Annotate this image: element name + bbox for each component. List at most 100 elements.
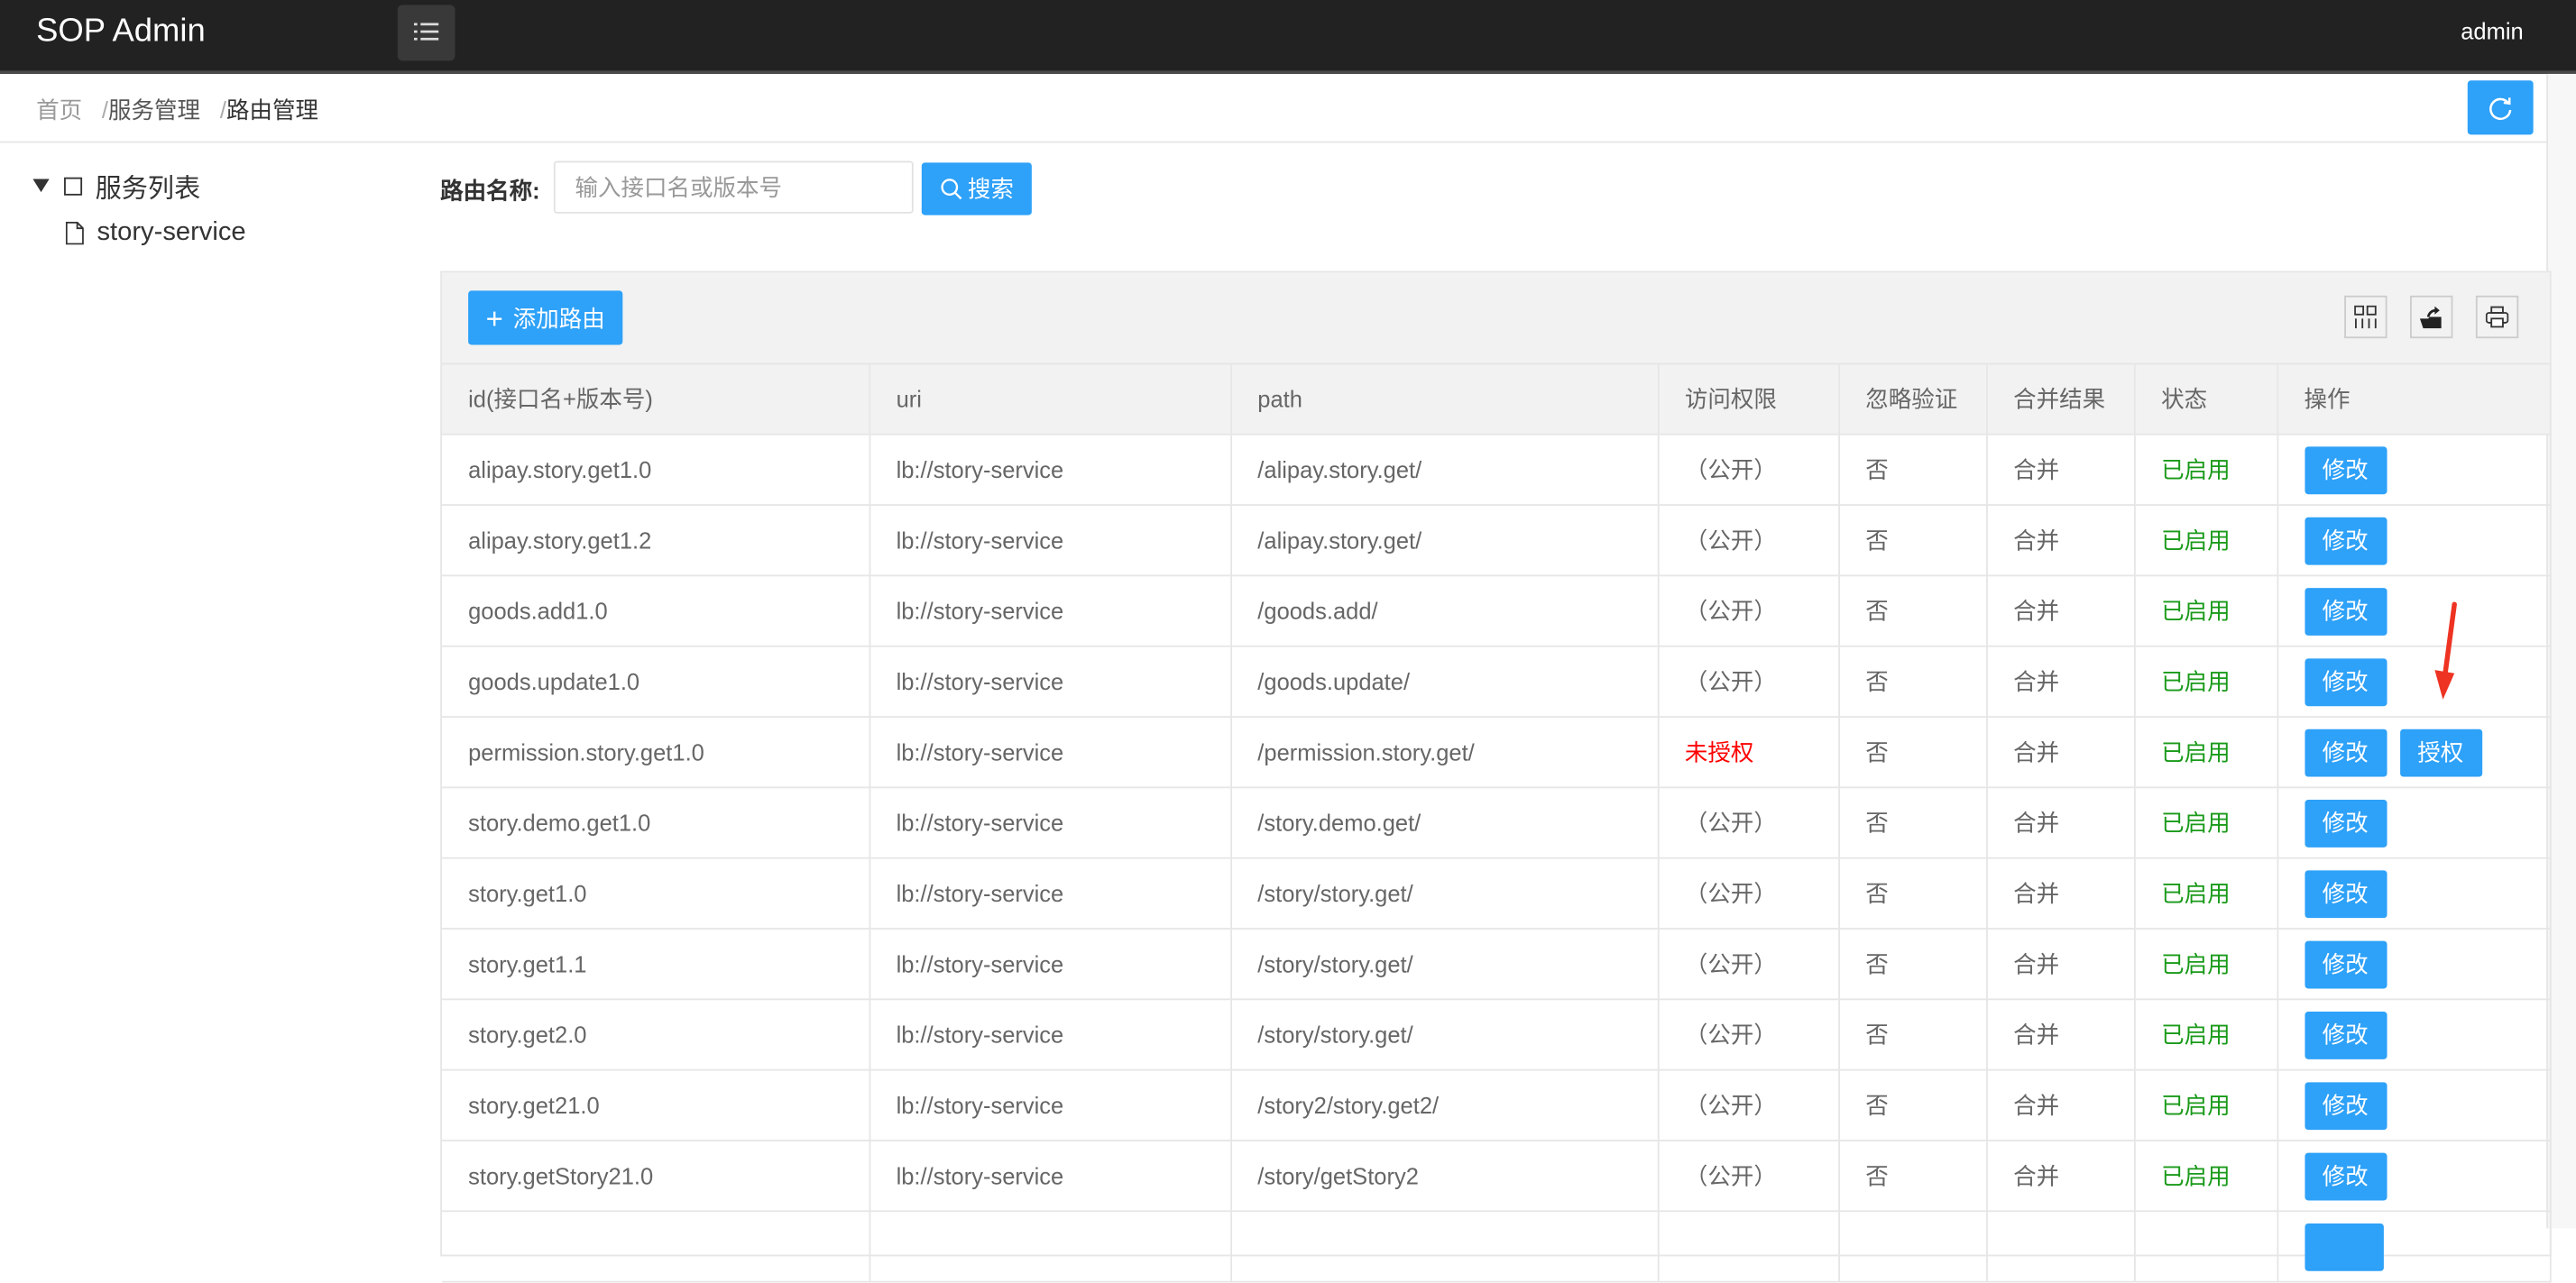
- path-cell: /story.demo.get/: [1229, 786, 1659, 859]
- column-header: path: [1229, 362, 1659, 435]
- merge-result-cell: 合并: [1985, 998, 2135, 1071]
- edit-button[interactable]: 修改: [2304, 516, 2387, 564]
- access-cell: （公开）: [1656, 857, 1840, 930]
- tree-node-label: 服务列表: [95, 175, 201, 204]
- expand-triangle-icon[interactable]: [32, 179, 50, 193]
- search-icon: [941, 179, 962, 200]
- edit-button[interactable]: 修改: [2304, 939, 2387, 988]
- access-cell: （公开）: [1656, 574, 1840, 647]
- path-cell: /alipay.story.get/: [1229, 433, 1659, 507]
- uri-cell: lb://story-service: [868, 433, 1232, 507]
- add-route-label: 添加路由: [512, 304, 605, 332]
- refresh-icon: [2489, 97, 2512, 121]
- ignore-validation-cell: 否: [1837, 716, 1988, 789]
- print-button[interactable]: [2475, 295, 2519, 339]
- empty-cell: [441, 1210, 870, 1283]
- table-row: story.get21.0 lb://story-service/story2/s…: [441, 1068, 2551, 1141]
- tree-node-service-list[interactable]: 服务列表: [32, 168, 245, 204]
- add-route-button[interactable]: + 添加路由: [468, 290, 623, 345]
- export-button[interactable]: [2410, 295, 2453, 339]
- uri-cell: lb://story-service: [868, 786, 1232, 859]
- edit-button[interactable]: 修改: [2304, 1011, 2387, 1058]
- tree-node-story-service[interactable]: story-service: [32, 215, 246, 252]
- empty-cell: [1985, 1210, 2135, 1283]
- actions-cell: 修改: [2276, 574, 2551, 647]
- uri-cell: lb://story-service: [868, 716, 1232, 789]
- column-header: uri: [868, 362, 1232, 435]
- edit-button[interactable]: 修改: [2304, 445, 2387, 494]
- route-name-search-input[interactable]: [553, 160, 914, 214]
- ignore-validation-cell: 否: [1837, 998, 1988, 1071]
- breadcrumb-service-management[interactable]: 服务管理: [108, 96, 201, 124]
- path-cell: /story/getStory2: [1229, 1140, 1659, 1213]
- folder-icon: [64, 176, 83, 195]
- refresh-button[interactable]: [2467, 80, 2534, 135]
- column-header: 操作: [2276, 362, 2551, 435]
- columns-filter-button[interactable]: [2344, 295, 2387, 339]
- empty-cell: [1229, 1210, 1659, 1283]
- user-menu[interactable]: admin: [2461, 18, 2524, 45]
- status-cell: 已启用: [2133, 786, 2278, 859]
- merge-result-cell: 合并: [1985, 504, 2135, 577]
- actions-cell: 修改: [2276, 998, 2551, 1071]
- status-cell: 已启用: [2133, 716, 2278, 789]
- ignore-validation-cell: 否: [1837, 1068, 1988, 1141]
- route-id-cell: story.get1.1: [441, 928, 870, 1001]
- table-row: story.get1.0 lb://story-service/story/sto…: [441, 857, 2551, 930]
- status-cell: 已启用: [2133, 574, 2278, 647]
- route-id-cell: story.get1.0: [441, 857, 870, 930]
- edit-button[interactable]: [2304, 1223, 2383, 1270]
- edit-button[interactable]: 修改: [2304, 1081, 2387, 1130]
- empty-cell: [868, 1210, 1232, 1283]
- columns-filter-icon: [2354, 305, 2377, 329]
- ignore-validation-cell: 否: [1837, 645, 1988, 718]
- route-id-cell: story.demo.get1.0: [441, 786, 870, 859]
- merge-result-cell: 合并: [1985, 928, 2135, 1001]
- print-icon: [2485, 306, 2509, 328]
- uri-cell: lb://story-service: [868, 1140, 1232, 1213]
- edit-button[interactable]: 修改: [2304, 869, 2387, 918]
- service-tree: 服务列表 story-service: [32, 168, 246, 252]
- actions-cell: 修改: [2276, 1140, 2551, 1213]
- search-button-label: 搜索: [967, 175, 1014, 203]
- path-cell: /story/story.get/: [1229, 998, 1659, 1071]
- edit-button[interactable]: 修改: [2304, 657, 2387, 706]
- search-button[interactable]: 搜索: [921, 162, 1032, 215]
- route-id-cell: alipay.story.get1.0: [441, 433, 870, 507]
- route-id-cell: story.get2.0: [441, 998, 870, 1071]
- merge-result-cell: 合并: [1985, 786, 2135, 859]
- menu-toggle-button[interactable]: [397, 5, 455, 61]
- uri-cell: lb://story-service: [868, 1068, 1232, 1141]
- breadcrumb-route-management: 路由管理: [225, 96, 318, 124]
- status-cell: 已启用: [2133, 1068, 2278, 1141]
- route-id-cell: story.getStory21.0: [441, 1140, 870, 1213]
- authorize-button[interactable]: 授权: [2399, 728, 2482, 776]
- column-header: id(接口名+版本号): [441, 362, 870, 435]
- breadcrumb-home[interactable]: 首页: [36, 96, 83, 124]
- actions-cell: 修改: [2276, 928, 2551, 1001]
- route-id-cell: permission.story.get1.0: [441, 716, 870, 789]
- breadcrumb: 首页/服务管理/路由管理: [36, 96, 318, 124]
- edit-button[interactable]: 修改: [2304, 799, 2387, 847]
- route-id-cell: story.get21.0: [441, 1068, 870, 1141]
- edit-button[interactable]: 修改: [2304, 587, 2387, 635]
- column-header: 合并结果: [1985, 362, 2135, 435]
- access-cell: （公开）: [1656, 928, 1840, 1001]
- route-table: id(接口名+版本号) uri path 访问权限 忽略验证 合并结果 状态 操作 alipa…: [441, 362, 2551, 1283]
- actions-cell: 修改: [2276, 433, 2551, 507]
- status-cell: 已启用: [2133, 928, 2278, 1001]
- route-id-cell: alipay.story.get1.2: [441, 504, 870, 577]
- route-table-panel: + 添加路由 id(接口名+版本号) uri path 访问权限 忽略验证 合并结果 状态操…: [440, 270, 2552, 1283]
- access-cell: （公开）: [1656, 645, 1840, 718]
- uri-cell: lb://story-service: [868, 504, 1232, 577]
- uri-cell: lb://story-service: [868, 857, 1232, 930]
- merge-result-cell: 合并: [1985, 574, 2135, 647]
- edit-button[interactable]: 修改: [2304, 728, 2387, 776]
- file-icon: [65, 221, 84, 245]
- ignore-validation-cell: 否: [1837, 786, 1988, 859]
- status-cell: 已启用: [2133, 1140, 2278, 1213]
- status-cell: 已启用: [2133, 645, 2278, 718]
- merge-result-cell: 合并: [1985, 1068, 2135, 1141]
- edit-button[interactable]: 修改: [2304, 1151, 2387, 1200]
- ignore-validation-cell: 否: [1837, 504, 1988, 577]
